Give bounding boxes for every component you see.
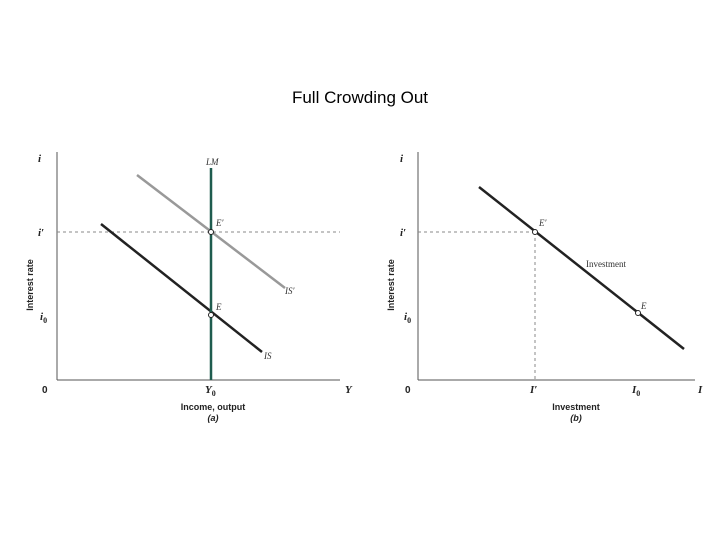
panel-b-y-tick-i0: i0 [404,311,411,325]
panel-a-is-curve [100,223,263,353]
panel-a-is-prime-label: IS′ [284,286,295,296]
panel-b-point-e-label: E [640,301,647,311]
panel-a-y-tick-i-prime: i′ [38,227,44,239]
panel-b-investment-curve [478,186,685,350]
panel-a-point-e-label: E [215,302,222,312]
panel-b-point-e [635,310,641,316]
panel-a-x-axis-symbol: Y [345,384,353,396]
panel-a-y-axis-label: Interest rate [25,259,35,311]
panel-b-y-axis-label: Interest rate [386,259,396,311]
slide-title: Full Crowding Out [291,88,429,107]
panel-b-origin: 0 [405,385,411,396]
panel-b-x-tick-i-prime: I′ [529,384,537,396]
panel-a-y-tick-i0: i0 [40,311,47,325]
panel-a-point-e [208,312,214,318]
panel-a-x-axis-label: Income, output [181,402,246,412]
panel-a-y-axis-symbol: i [38,153,42,165]
panel-a-point-e-prime [208,229,214,235]
panel-a-x-tick-y0: Y0 [205,384,216,398]
panel-b-point-e-prime [532,229,538,235]
panel-b-investment-label: Investment [586,259,626,269]
panel-b-y-tick-i-prime: i′ [400,227,406,239]
panel-a-panel-label: (a) [208,413,219,423]
panel-b-x-axis-symbol: I [697,384,703,396]
panel-a-lm-label: LM [205,157,219,167]
panel-b-x-tick-i0: I0 [631,384,640,398]
panel-a: i Y 0 i′ i0 Y0 Interest rate Income, out… [25,152,353,423]
panel-b-panel-label: (b) [570,413,582,423]
panel-b-y-axis-symbol: i [400,153,404,165]
panel-a-origin: 0 [42,385,48,396]
panel-a-point-e-prime-label: E′ [215,218,224,228]
panel-b-x-axis-label: Investment [552,402,600,412]
panel-a-is-label: IS [263,351,272,361]
panel-b-point-e-prime-label: E′ [538,218,547,228]
panel-b: i I 0 i′ i0 I′ I0 Interest rate Investme… [386,152,703,423]
